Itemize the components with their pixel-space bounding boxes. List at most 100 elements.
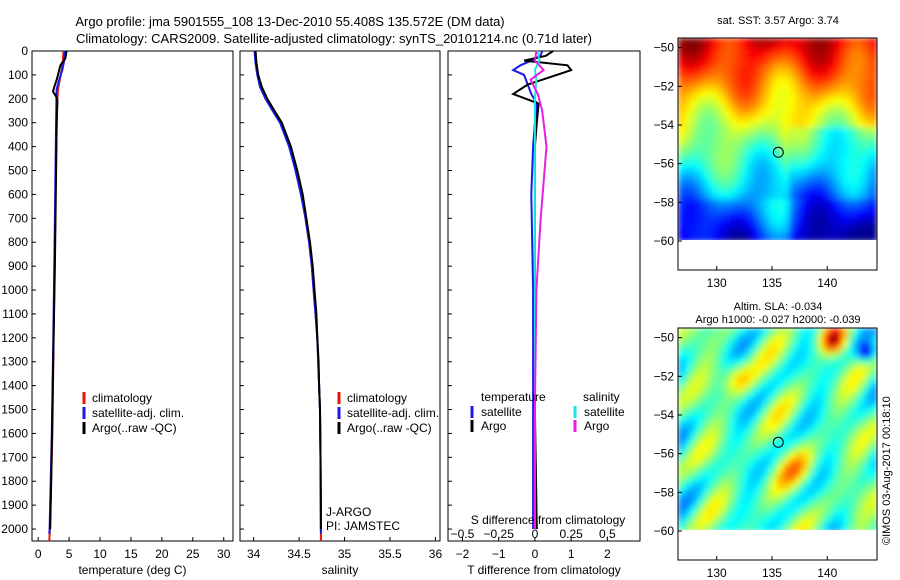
map-cell (759, 471, 767, 478)
map-cell (754, 357, 761, 365)
map-cell (754, 73, 761, 81)
map-cell (689, 151, 697, 158)
map-cell (806, 357, 814, 365)
map-cell (783, 411, 790, 419)
map-cell (847, 91, 855, 99)
map-cell (841, 441, 849, 448)
map-cell (783, 85, 790, 93)
map-cell (824, 175, 831, 182)
map-cell (742, 495, 749, 502)
map-cell (812, 357, 820, 365)
map-cell (806, 151, 814, 158)
map-cell (713, 525, 720, 530)
map-cell (742, 139, 749, 147)
map-cell (871, 411, 877, 419)
map-cell (777, 345, 784, 353)
map-cell (730, 103, 738, 111)
map-cell (765, 483, 773, 490)
map-cell (853, 187, 861, 194)
map-cell (771, 459, 779, 466)
map-cell (748, 139, 755, 147)
map-cell (806, 447, 814, 454)
map-cell (795, 175, 802, 182)
map-cell (830, 441, 837, 448)
map-cell (847, 507, 855, 514)
map-cell (695, 67, 703, 75)
map-cell (736, 387, 743, 395)
map-cell (777, 121, 784, 129)
map-cell (847, 169, 855, 176)
map-cell (742, 79, 749, 87)
map-cell (713, 67, 720, 75)
map-cell (800, 139, 808, 147)
map-cell (748, 44, 755, 51)
map-cell (865, 121, 872, 129)
map-cell (701, 483, 708, 490)
map-cell (824, 97, 831, 105)
map-cell (689, 67, 697, 75)
map-cell (678, 513, 685, 520)
map-cell (701, 223, 708, 230)
map-cell (719, 79, 726, 87)
map-cell (713, 103, 720, 111)
map-cell (836, 133, 843, 141)
map-cell (713, 133, 720, 141)
map-cell (678, 55, 685, 63)
map-cell (695, 151, 703, 158)
map-cell (795, 423, 802, 431)
map-cell (841, 175, 849, 182)
map-cell (754, 85, 761, 93)
map-cell (841, 513, 849, 520)
map-cell (771, 411, 779, 419)
map-cell (795, 163, 802, 170)
map-cell (795, 387, 802, 395)
x-tick-label: 15 (124, 547, 138, 561)
map-cell (865, 393, 872, 401)
map-cell (707, 405, 714, 413)
map-cell (719, 127, 726, 135)
map-cell (812, 235, 820, 240)
map-cell (759, 217, 767, 224)
map-cell (847, 417, 855, 425)
map-cell (730, 525, 738, 530)
y-tick-label: −60 (654, 524, 675, 538)
map-cell (789, 163, 796, 170)
map-cell (719, 97, 726, 105)
map-cell (818, 465, 825, 472)
map-cell (742, 175, 749, 182)
plot-frame (239, 50, 441, 542)
map-cell (701, 495, 708, 502)
map-cell (713, 423, 720, 431)
map-cell (695, 429, 703, 437)
map-cell (759, 73, 767, 81)
map-cell (707, 61, 714, 69)
map-cell (695, 423, 703, 431)
map-cell (853, 97, 861, 105)
map-cell (818, 211, 825, 218)
map-cell (841, 525, 849, 530)
map-cell (824, 471, 831, 478)
legend-label: satellite-adj. clim. (347, 406, 439, 420)
map-cell (724, 459, 732, 466)
map-cell (771, 501, 779, 508)
map-cell (730, 411, 738, 419)
map-cell (765, 345, 773, 353)
map-cell (865, 211, 872, 218)
map-title: sat. SST: 3.57 Argo: 3.74 (717, 15, 839, 27)
map-cell (783, 55, 790, 63)
map-cell (707, 507, 714, 514)
map-cell (759, 519, 767, 526)
map-cell (736, 495, 743, 502)
map-cell (812, 411, 820, 419)
map-cell (818, 441, 825, 448)
map-cell (812, 459, 820, 466)
map-cell (730, 175, 738, 182)
map-cell (701, 67, 708, 75)
map-cell (836, 495, 843, 502)
map-cell (754, 363, 761, 371)
map-cell (736, 55, 743, 63)
map-cell (806, 435, 814, 443)
map-cell (701, 375, 708, 383)
map-cell (742, 38, 749, 45)
map-cell (830, 187, 837, 194)
